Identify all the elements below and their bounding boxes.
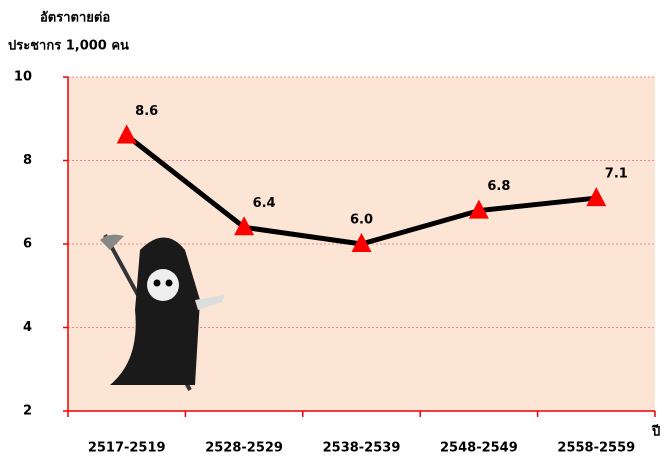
scythe-blade [100, 234, 124, 250]
y-tick-label: 10 [14, 70, 32, 85]
y-axis-label: อัตราตายต่อ [40, 11, 110, 26]
y-tick-label: 8 [23, 153, 32, 168]
data-label: 6.8 [487, 179, 510, 194]
y-axis-label: ประชากร 1,000 คน [8, 39, 129, 54]
marker [351, 233, 372, 252]
x-tick-label: 2548-2549 [440, 441, 518, 456]
eye [165, 279, 173, 287]
hand [195, 295, 225, 310]
marker [468, 199, 489, 219]
data-label: 6.4 [253, 196, 276, 211]
x-tick-label: 2517-2519 [88, 441, 166, 456]
marker [586, 187, 607, 207]
y-tick-label: 2 [23, 404, 32, 419]
marker [234, 216, 255, 236]
reaper-clipart [100, 234, 225, 391]
x-tick-label: 2528-2529 [205, 441, 283, 456]
y-tick-label: 6 [23, 237, 32, 252]
y-tick-label: 4 [23, 320, 32, 335]
data-label: 7.1 [605, 167, 628, 182]
robe [110, 237, 200, 385]
eye [153, 279, 161, 287]
x-axis-label: ปี [651, 424, 660, 440]
data-label: 6.0 [350, 213, 373, 228]
x-tick-label: 2538-2539 [323, 441, 401, 456]
skull [147, 269, 179, 301]
data-label: 8.6 [135, 104, 158, 119]
x-tick-label: 2558-2559 [557, 441, 635, 456]
marker [116, 124, 137, 144]
